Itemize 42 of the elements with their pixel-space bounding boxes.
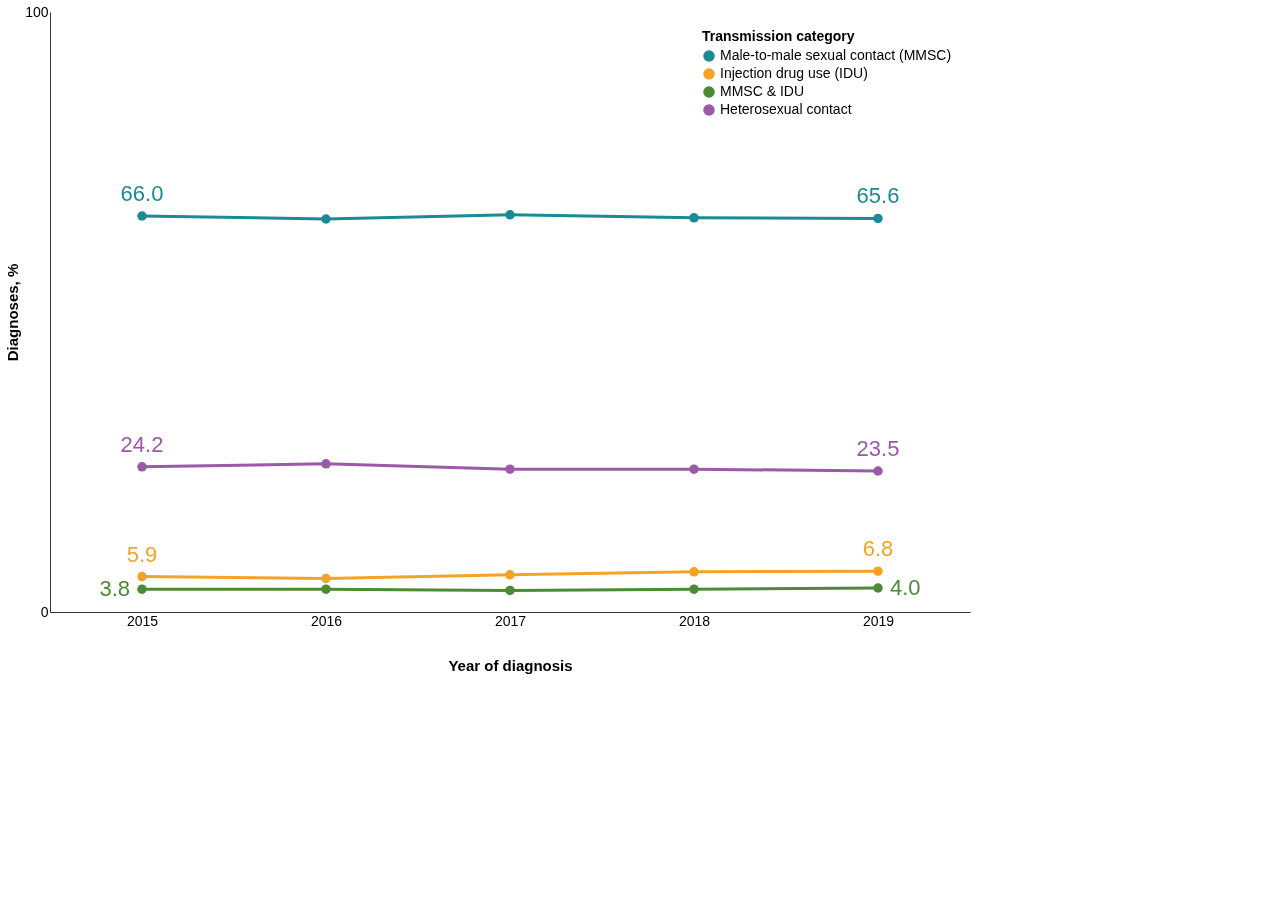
point [689, 567, 699, 577]
point [505, 464, 515, 474]
x-tick-label: 2019 [862, 612, 895, 629]
data-label: 4.0 [890, 575, 921, 600]
data-label: 5.9 [126, 541, 158, 567]
point [873, 466, 883, 476]
point [137, 462, 147, 472]
point [873, 213, 883, 224]
point [137, 211, 147, 221]
legend-label: MMSC & IDU [720, 83, 804, 99]
legend-label: Heterosexual contact [720, 101, 852, 117]
data-label: 65.6 [856, 183, 900, 209]
x-tick-label: 2016 [310, 612, 343, 629]
y-axis-title: Diagnoses, % [4, 263, 22, 362]
x-axis-title: Year of diagnosis [448, 656, 573, 674]
point [321, 584, 331, 594]
point [137, 571, 147, 582]
data-label: 6.8 [862, 536, 894, 562]
legend-label: Male-to-male sexual contact (MMSC) [720, 47, 952, 63]
point [137, 584, 147, 594]
data-label: 23.5 [856, 436, 900, 461]
legend-title: Transmission category [702, 28, 855, 44]
point [505, 585, 515, 596]
point [321, 214, 331, 224]
data-label: 24.2 [120, 431, 164, 457]
point [505, 570, 515, 580]
point [321, 573, 331, 584]
point [873, 583, 883, 593]
point [689, 584, 699, 594]
y-tick-label: 100 [25, 3, 49, 20]
point [689, 464, 699, 474]
x-tick-label: 2017 [494, 612, 527, 629]
data-label: 66.0 [120, 181, 164, 206]
y-tick-label: 0 [40, 603, 49, 620]
point [505, 210, 515, 220]
x-tick-label: 2018 [678, 612, 711, 629]
point [873, 566, 883, 576]
x-tick-label: 2015 [126, 612, 159, 629]
point [689, 213, 699, 223]
legend-label: Injection drug use (IDU) [720, 65, 868, 81]
point [321, 459, 331, 469]
data-label: 3.8 [99, 576, 130, 602]
